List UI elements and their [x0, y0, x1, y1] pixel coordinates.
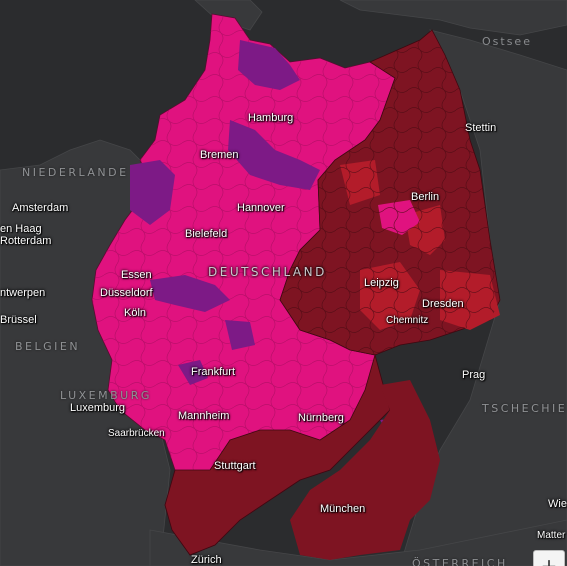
region-purple-hamburg — [228, 120, 320, 190]
region-south-red — [164, 353, 391, 556]
region-purple-ruhr — [150, 275, 230, 312]
neighbour-land-south — [149, 519, 567, 566]
region-purple-north — [238, 40, 300, 90]
neighbour-land-sweden — [339, 0, 567, 36]
region-purple-mitte — [225, 320, 255, 350]
region-purple-frankfurt — [178, 360, 208, 385]
zoom-in-button[interactable]: + — [533, 550, 565, 566]
region-bayern-east-red — [290, 380, 440, 560]
region-purple-niederlande — [130, 160, 175, 225]
